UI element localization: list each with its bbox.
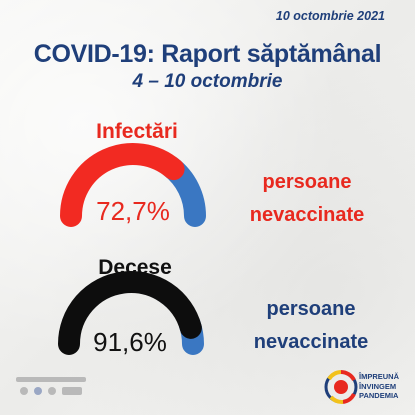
annotation-infections: persoane nevaccinate: [232, 166, 382, 232]
ro-vaccinare-emblem-icon: [324, 370, 358, 404]
page-subtitle: 4 – 10 octombrie: [132, 71, 283, 92]
report-date: 10 octombrie 2021: [275, 9, 385, 23]
annotation-deaths: persoane nevaccinate: [236, 293, 386, 359]
gauge-value-deaths: 91,6%: [93, 327, 167, 357]
gauge-title-infections: Infectări: [96, 120, 178, 143]
annotation-infections-line2: nevaccinate: [249, 204, 365, 226]
partner-logos-icon: [16, 373, 86, 399]
logo-text-line1: ÎMPREUNĂ: [359, 372, 400, 381]
logo-text: ÎMPREUNĂ ÎNVINGEM PANDEMIA: [359, 372, 415, 401]
ro-vaccinare-logo-icon: ÎMPREUNĂ ÎNVINGEM PANDEMIA: [323, 367, 415, 411]
gauge-deaths-value-arc: [58, 271, 202, 355]
logo-text-line3: PANDEMIA: [359, 391, 399, 400]
gauge-infections-value-arc: [60, 143, 185, 227]
annotation-deaths-line2: nevaccinate: [253, 331, 369, 353]
annotation-infections-line1: persoane: [262, 171, 352, 193]
gauge-value-infections: 72,7%: [96, 196, 170, 226]
annotation-deaths-line1: persoane: [266, 298, 356, 320]
page-title: COVID-19: Raport săptămânal: [33, 40, 382, 68]
logo-text-line2: ÎNVINGEM: [359, 381, 397, 391]
